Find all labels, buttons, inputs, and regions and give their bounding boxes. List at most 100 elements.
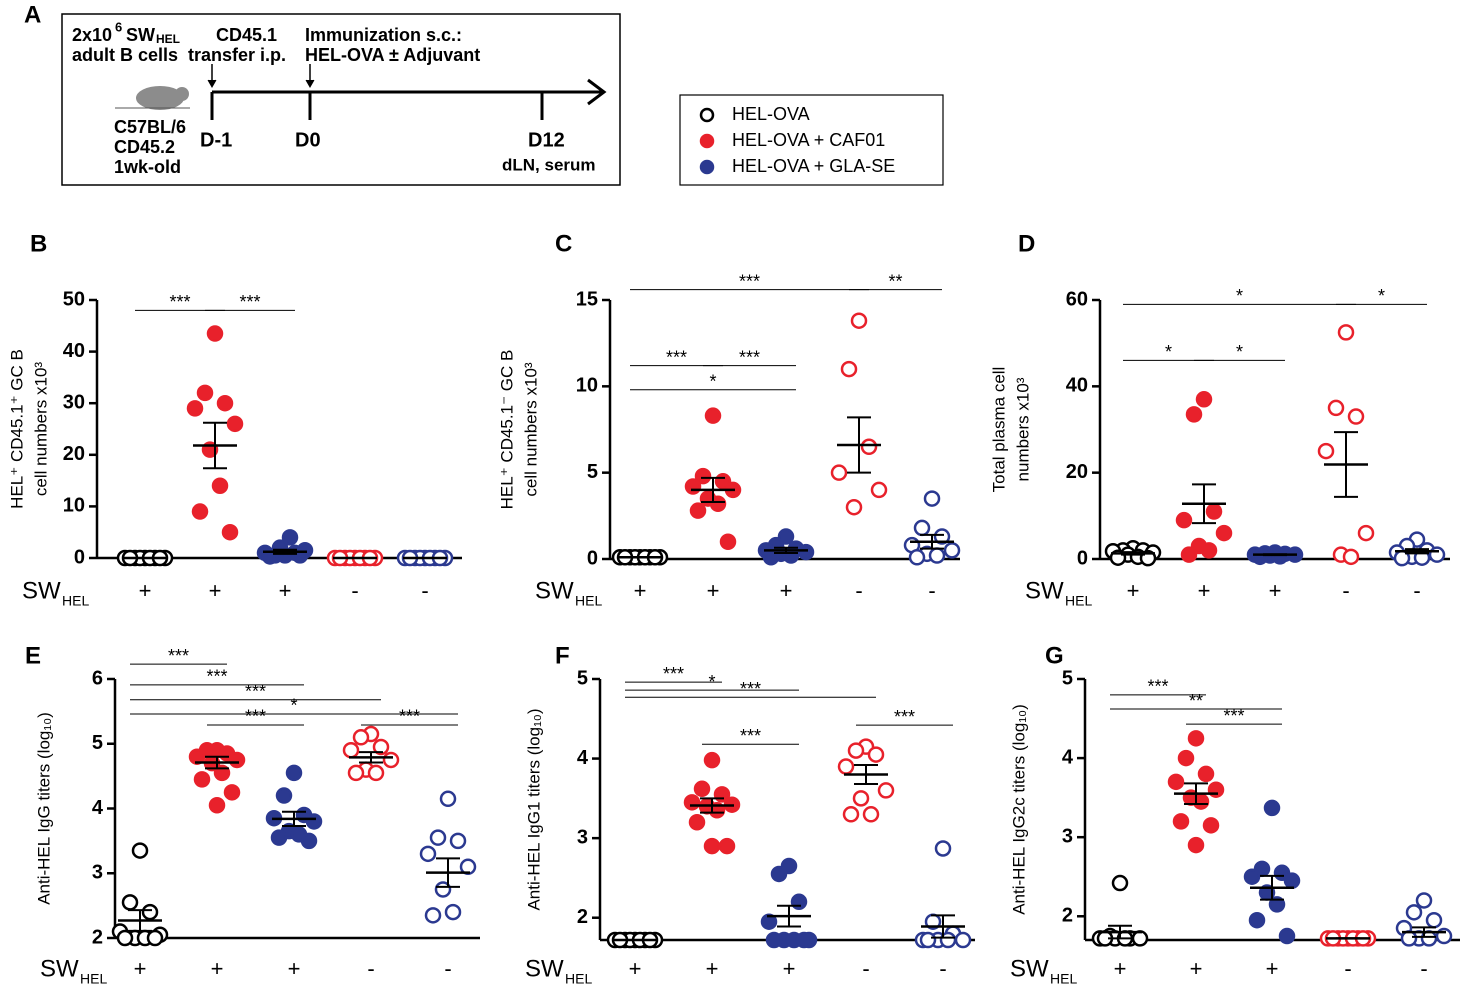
x-tick-label: -	[1342, 578, 1349, 603]
x-tick-label: +	[1266, 956, 1279, 981]
cells-sub: HEL	[156, 32, 180, 46]
significance-label: ***	[399, 707, 420, 727]
x-axis-label: SW	[525, 955, 564, 982]
data-point	[1428, 546, 1446, 563]
day-label: D12	[528, 129, 565, 151]
data-point	[867, 746, 885, 763]
data-point	[954, 931, 972, 949]
data-point	[146, 929, 164, 947]
cells-text: SW	[126, 25, 155, 45]
data-point	[837, 758, 855, 775]
legend-label: HEL-OVA	[732, 104, 810, 124]
significance-label: ***	[245, 707, 266, 727]
x-tick-label: -	[1344, 956, 1351, 981]
significance-label: ***	[740, 679, 761, 699]
donor-text: CD45.1	[216, 25, 277, 45]
event-arrow	[305, 79, 315, 89]
x-tick-label: +	[209, 578, 222, 603]
data-point	[1187, 730, 1205, 747]
data-point	[1251, 548, 1269, 566]
data-point	[121, 894, 139, 911]
significance-label: ***	[739, 347, 760, 367]
data-point	[221, 523, 239, 541]
data-point	[688, 813, 706, 831]
x-axis-label: SW	[535, 577, 574, 604]
x-tick-label: +	[211, 956, 224, 981]
significance-label: ***	[169, 292, 190, 312]
y-tick-label: 20	[1066, 461, 1088, 483]
mouse-text: C57BL/6	[114, 117, 186, 137]
legend-marker	[699, 159, 715, 175]
data-point	[1347, 408, 1365, 425]
data-point	[1405, 904, 1423, 921]
y-tick-label: 3	[92, 862, 103, 884]
readout-text: dLN, serum	[502, 155, 596, 174]
data-point	[1425, 911, 1443, 929]
data-point	[704, 407, 722, 424]
y-tick-label: 10	[576, 375, 598, 397]
data-point	[131, 842, 149, 859]
data-point	[1317, 442, 1335, 460]
data-point	[141, 903, 159, 921]
data-point	[847, 742, 865, 759]
schematic: A 2x10 6 SW HEL adult B cells CD45.1 tra…	[24, 1, 621, 186]
data-point	[419, 845, 437, 863]
legend-marker	[699, 107, 715, 123]
data-point	[708, 802, 726, 819]
panel: D Total plasma cell numbers x10³ 0 20 40 60 + + +…	[989, 230, 1450, 609]
data-point	[797, 543, 815, 561]
x-tick-label: +	[1127, 578, 1140, 603]
y-tick-label: 40	[1066, 375, 1088, 397]
data-point	[694, 467, 712, 485]
x-tick-label: +	[279, 578, 292, 603]
panel: B HEL⁺ CD45.1⁺ GC B cell numbers x10³ 0 10 20…	[7, 230, 462, 609]
x-tick-label: +	[1190, 956, 1203, 981]
y-axis-label: numbers x10³	[1013, 377, 1032, 481]
significance-label: **	[888, 271, 902, 291]
x-axis-label-sub: HEL	[62, 593, 89, 609]
data-point	[208, 797, 226, 814]
y-tick-label: 2	[577, 906, 588, 928]
legend-marker	[699, 133, 715, 149]
data-point	[342, 741, 360, 759]
y-tick-label: 50	[63, 288, 85, 310]
data-point	[1197, 765, 1215, 783]
data-point	[1177, 749, 1195, 767]
data-point	[913, 519, 931, 537]
data-point	[216, 394, 234, 412]
panel-letter: A	[24, 1, 41, 28]
data-point	[1268, 896, 1286, 913]
y-axis-label: Anti-HEL IgG1 titers (log₁₀)	[524, 708, 543, 910]
x-tick-label: +	[1198, 578, 1211, 603]
significance-label: *	[708, 672, 715, 692]
y-tick-label: 10	[63, 495, 85, 517]
x-axis-label: SW	[1010, 955, 1049, 982]
data-point	[223, 784, 241, 801]
y-tick-label: 0	[1077, 547, 1088, 569]
panel: F Anti-HEL IgG1 titers (log₁₀) 2 3 4 5 + + + - - SW…	[524, 642, 975, 987]
y-tick-label: 2	[1062, 905, 1073, 927]
significance-label: ***	[206, 667, 227, 687]
data-point	[943, 542, 961, 559]
data-point	[1205, 503, 1223, 520]
x-tick-label: +	[1114, 956, 1127, 981]
x-tick-label: -	[444, 956, 451, 981]
data-point	[1337, 324, 1355, 341]
data-point	[777, 528, 795, 545]
data-point	[1187, 836, 1205, 854]
y-tick-label: 15	[576, 288, 598, 310]
x-tick-label: +	[634, 578, 647, 603]
y-tick-label: 3	[1062, 825, 1073, 847]
y-tick-label: 4	[1062, 746, 1074, 768]
significance-label: ***	[1223, 706, 1244, 726]
data-point	[1271, 548, 1289, 565]
y-tick-label: 5	[587, 461, 598, 483]
x-axis-label: SW	[22, 577, 61, 604]
x-tick-label: +	[780, 578, 793, 603]
immunization-text: Immunization s.c.:	[305, 25, 462, 45]
significance-label: **	[1189, 691, 1203, 711]
data-point	[1243, 868, 1261, 885]
data-point	[186, 400, 204, 417]
data-point	[1185, 406, 1203, 423]
